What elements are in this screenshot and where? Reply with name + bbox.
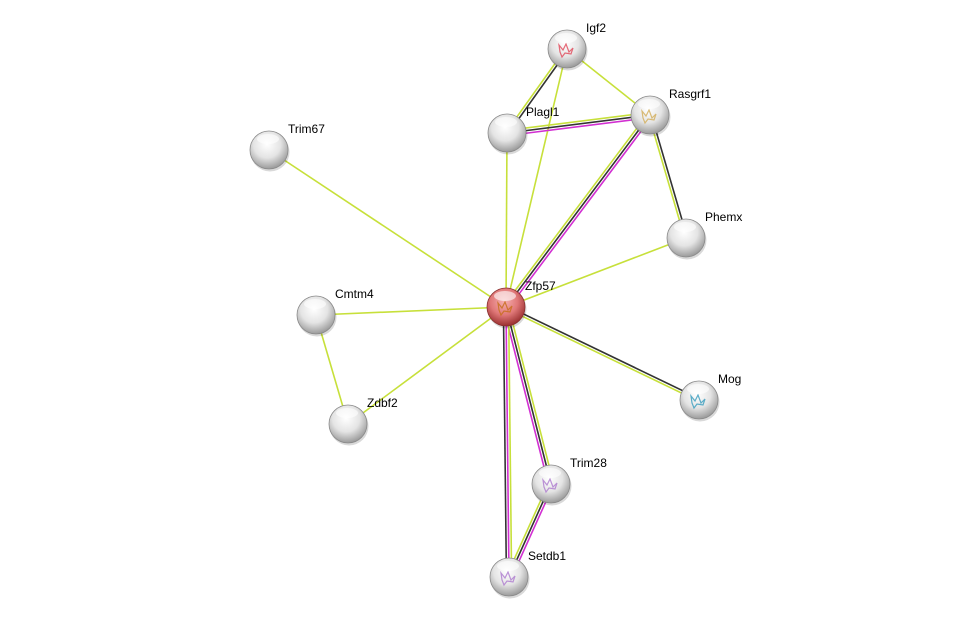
node-highlight [495, 117, 517, 127]
node-highlight [494, 291, 516, 301]
edge-evidence-textmining [315, 306, 507, 316]
node-label: Plagl1 [526, 105, 560, 119]
edge-rasgrf1-phemx[interactable] [647, 114, 689, 239]
node-cmtm4[interactable]: Cmtm4 [296, 287, 374, 337]
edge-cmtm4-zfp57[interactable] [315, 306, 507, 316]
edge-evidence-experiments [507, 116, 651, 137]
edge-evidence-experiments [505, 306, 510, 578]
edge-evidence-textmining [268, 149, 507, 308]
node-label: Phemx [705, 210, 742, 224]
edge-evidence-textmining [505, 48, 568, 308]
node-igf2[interactable]: Igf2 [547, 21, 606, 71]
node-label: Mog [718, 372, 741, 386]
node-highlight [687, 384, 709, 394]
node-highlight [555, 33, 577, 43]
edge-evidence-coexpression [502, 307, 508, 578]
protein-structure-icon [558, 42, 574, 59]
node-label: Cmtm4 [335, 287, 374, 301]
edge-evidence-coexpression [506, 114, 651, 134]
protein-structure-icon [542, 477, 558, 494]
edge-evidence-coexpression [505, 306, 552, 485]
edge-zfp57-setdb1[interactable] [502, 306, 513, 578]
node-trim28[interactable]: Trim28 [531, 456, 607, 506]
edge-evidence-coexpression [650, 114, 689, 238]
node-label: Rasgrf1 [669, 87, 711, 101]
node-label: Zdbf2 [367, 396, 398, 410]
edge-evidence-coexpression [506, 305, 700, 400]
node-zdbf2[interactable]: Zdbf2 [328, 396, 398, 446]
node-label: Trim67 [288, 122, 325, 136]
edge-evidence-experiments [507, 116, 653, 310]
edge-evidence-textmining [507, 306, 555, 484]
edge-evidence-textmining [507, 306, 513, 577]
edge-evidence-textmining [505, 237, 687, 308]
edge-phemx-zfp57[interactable] [505, 237, 687, 308]
node-highlight [638, 99, 660, 109]
node-trim67[interactable]: Trim67 [249, 122, 325, 172]
node-phemx[interactable]: Phemx [666, 210, 742, 260]
node-highlight [539, 468, 561, 478]
edge-evidence-coexpression [505, 114, 651, 308]
node-zfp57[interactable]: Zfp57 [486, 279, 556, 329]
edge-zfp57-trim28[interactable] [502, 306, 555, 485]
node-label: Trim28 [570, 456, 607, 470]
edge-evidence-experiments [502, 307, 550, 485]
edge-evidence-textmining [347, 306, 507, 425]
node-highlight [257, 134, 279, 144]
edge-rasgrf1-zfp57[interactable] [503, 112, 653, 310]
edge-igf2-zfp57[interactable] [505, 48, 568, 308]
edge-zdbf2-zfp57[interactable] [347, 306, 507, 425]
edge-evidence-textmining [503, 112, 649, 306]
protein-structure-icon [690, 393, 706, 410]
node-highlight [497, 561, 519, 571]
node-plagl1[interactable]: Plagl1 [487, 105, 560, 155]
protein-structure-icon [497, 300, 513, 317]
edge-evidence-textmining [506, 111, 650, 132]
node-highlight [336, 408, 358, 418]
edge-evidence-textmining [505, 132, 508, 308]
protein-structure-icon [641, 108, 657, 125]
edge-evidence-textmining [505, 307, 699, 402]
node-highlight [674, 222, 696, 232]
node-setdb1[interactable]: Setdb1 [489, 549, 566, 599]
node-label: Zfp57 [525, 279, 556, 293]
edge-plagl1-rasgrf1[interactable] [506, 111, 651, 137]
edge-trim67-zfp57[interactable] [268, 149, 507, 308]
edge-plagl1-zfp57[interactable] [505, 132, 508, 308]
edge-zfp57-mog[interactable] [505, 305, 700, 402]
node-highlight [304, 299, 326, 309]
node-mog[interactable]: Mog [679, 372, 741, 422]
node-label: Igf2 [586, 21, 606, 35]
node-label: Setdb1 [528, 549, 566, 563]
edge-evidence-textmining [647, 115, 686, 239]
node-rasgrf1[interactable]: Rasgrf1 [630, 87, 711, 137]
protein-structure-icon [500, 570, 516, 587]
